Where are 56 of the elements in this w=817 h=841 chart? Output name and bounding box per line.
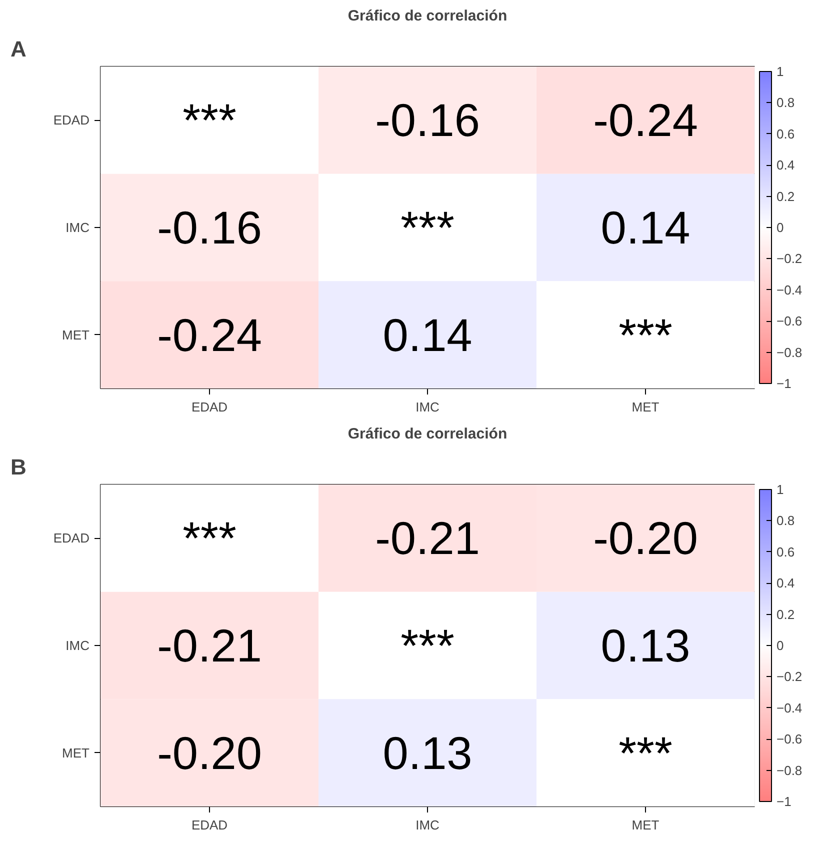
y-tick-label: IMC [66, 638, 90, 653]
x-tick-label: MET [632, 818, 660, 832]
color-bar-label: −0.4 [776, 282, 802, 298]
text: *** [400, 620, 454, 672]
y-tick-label: MET [62, 327, 90, 342]
chart-title: Gráfico de correlación [348, 426, 508, 442]
text: *** [182, 94, 236, 146]
x-tick-label: MET [632, 400, 660, 414]
data-label: 0.14 [600, 202, 690, 254]
color-bar-label: 0.4 [776, 158, 795, 173]
text: *** [618, 726, 672, 779]
y-tick-label: EDAD [53, 530, 90, 546]
data-label: 0.13 [600, 620, 690, 672]
data-label: -0.20 [593, 512, 698, 564]
color-bar-label: 0.4 [776, 576, 795, 591]
x-tick-label: IMC [416, 400, 440, 414]
data-label: -0.16 [157, 202, 262, 254]
color-bar-label: 0.2 [776, 606, 795, 622]
text: B [10, 454, 26, 480]
text: *** [182, 512, 236, 564]
text: *** [400, 202, 454, 254]
color-bar-label: −0.2 [776, 669, 802, 684]
color-bar-label: 0 [776, 638, 784, 653]
color-bar-label: 0.8 [776, 513, 795, 528]
data-label: -0.16 [375, 94, 480, 146]
x-tick-label: EDAD [191, 400, 228, 414]
text: *** [618, 308, 672, 361]
color-bar-label: −0.6 [776, 732, 802, 747]
data-label: -0.20 [157, 726, 262, 779]
data-label: -0.24 [593, 94, 698, 146]
color-bar-label: 0.6 [776, 126, 795, 142]
color-bar-label: −1 [776, 794, 792, 809]
text: A [10, 36, 26, 62]
chart-title: Gráfico de correlación [348, 8, 508, 24]
x-tick-label: IMC [416, 818, 440, 832]
color-bar-label: 1 [776, 64, 784, 79]
data-label: -0.21 [375, 512, 480, 564]
data-label: 0.14 [382, 308, 472, 361]
y-tick-label: MET [62, 745, 90, 760]
y-tick-label: IMC [66, 220, 90, 235]
color-bar-label: −0.4 [776, 700, 802, 716]
color-bar-label: 0.2 [776, 188, 795, 204]
color-bar-label: 1 [776, 482, 784, 497]
data-label: 0.13 [382, 726, 472, 779]
color-bar-label: 0.6 [776, 544, 795, 560]
data-label: -0.21 [157, 620, 262, 672]
color-bar-label: −1 [776, 376, 792, 391]
color-bar-label: 0 [776, 220, 784, 235]
color-bar-label: −0.8 [776, 762, 802, 778]
x-tick-label: EDAD [191, 818, 228, 832]
y-tick-label: EDAD [53, 112, 90, 128]
color-bar-label: −0.6 [776, 314, 802, 329]
data-label: -0.24 [157, 308, 262, 361]
color-bar-label: −0.8 [776, 344, 802, 360]
color-bar-label: 0.8 [776, 95, 795, 110]
color-bar-label: −0.2 [776, 251, 802, 266]
